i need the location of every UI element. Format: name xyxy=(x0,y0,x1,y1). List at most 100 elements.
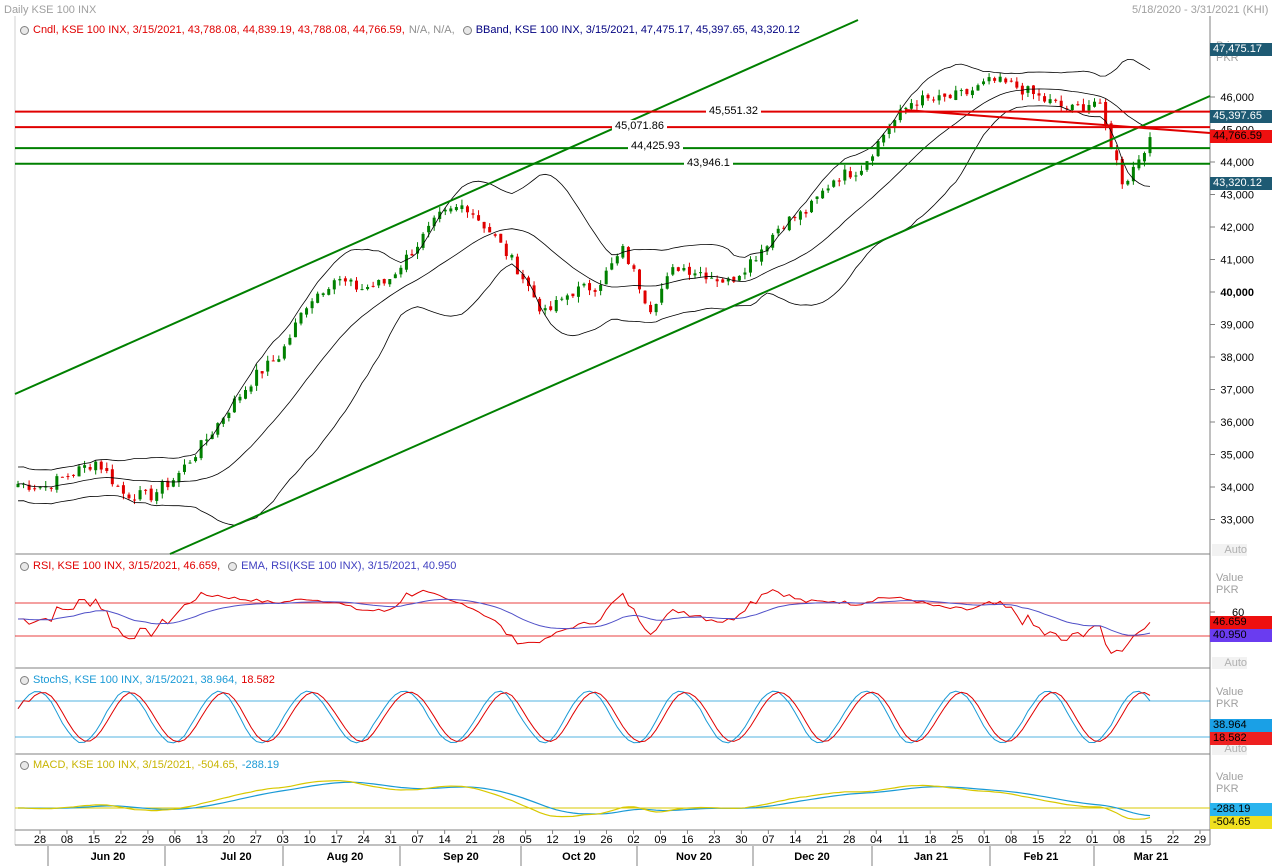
candle-body xyxy=(60,476,64,478)
level-label: 43,946.1 xyxy=(684,157,733,169)
candle-body xyxy=(421,233,425,248)
price-tick-label: 36,000 xyxy=(1220,417,1254,429)
auto-scale-button-stoch[interactable]: Auto xyxy=(1212,743,1247,755)
candle-body xyxy=(160,481,164,494)
legend-macd-text: MACD, KSE 100 INX, 3/15/2021, -504.65, xyxy=(33,759,238,771)
time-tick-label: 03 xyxy=(277,834,289,846)
month-label: Dec 20 xyxy=(794,851,829,863)
candle-body xyxy=(748,259,752,273)
candle-body xyxy=(493,234,497,236)
candle-body xyxy=(499,233,503,243)
price-tick-label: 37,000 xyxy=(1220,385,1254,397)
auto-scale-button-rsi[interactable]: Auto xyxy=(1212,657,1247,669)
candle-body xyxy=(133,499,137,501)
legend-dot-icon[interactable] xyxy=(20,760,29,770)
legend-dot-icon[interactable] xyxy=(20,25,29,35)
candle-body xyxy=(1104,101,1108,125)
time-tick-label: 22 xyxy=(115,834,127,846)
time-tick-label: 11 xyxy=(898,834,909,846)
candle-body xyxy=(66,476,70,478)
close-price-badge: 44,766.59 xyxy=(1210,130,1272,143)
candle-body xyxy=(238,396,242,401)
candle-body xyxy=(887,128,891,135)
candle-body xyxy=(615,256,619,264)
candle-body xyxy=(105,468,109,471)
candle-body xyxy=(1126,180,1130,185)
legend-stoch-text: StochS, KSE 100 INX, 3/15/2021, 38.964, xyxy=(33,674,238,686)
candle-body xyxy=(549,306,553,310)
candle-body xyxy=(571,293,575,297)
ema-badge: 40.950 xyxy=(1210,629,1272,642)
candle-body xyxy=(965,89,969,95)
upper-band-badge: 47,475.17 xyxy=(1210,43,1272,56)
level-label: 44,425.93 xyxy=(628,140,683,152)
time-tick-label: 07 xyxy=(412,834,424,846)
candle-body xyxy=(416,246,420,254)
month-label: Sep 20 xyxy=(443,851,478,863)
candle-body xyxy=(27,484,31,490)
candle-body xyxy=(1054,99,1058,101)
candle-body xyxy=(271,360,275,362)
macd-signal-line xyxy=(18,781,1151,817)
candle-body xyxy=(771,234,775,248)
candle-body xyxy=(510,255,514,258)
stoch-axis-label: Value PKR xyxy=(1216,686,1244,710)
candle-body xyxy=(621,246,625,258)
candle-body xyxy=(776,228,780,234)
candle-body xyxy=(837,180,841,182)
candle-body xyxy=(454,207,458,211)
candle-body xyxy=(843,169,847,181)
time-tick-label: 08 xyxy=(1005,834,1017,846)
candle-body xyxy=(110,469,114,485)
time-tick-label: 30 xyxy=(735,834,747,846)
legend-dot-icon[interactable] xyxy=(462,25,472,35)
candle-body xyxy=(149,488,153,501)
candle-body xyxy=(976,85,980,91)
time-tick-label: 28 xyxy=(843,834,855,846)
candle-body xyxy=(554,300,558,312)
candle-body xyxy=(948,94,952,99)
auto-scale-button-price[interactable]: Auto xyxy=(1212,544,1247,556)
candle-body xyxy=(221,418,225,424)
price-tick-label: 42,000 xyxy=(1220,222,1254,234)
legend-stoch-extra: 18.582 xyxy=(241,674,275,686)
candle-body xyxy=(1015,81,1019,88)
level-label: 45,551.32 xyxy=(706,105,761,117)
price-tick-label: 41,000 xyxy=(1220,255,1254,267)
legend-stoch[interactable]: StochS, KSE 100 INX, 3/15/2021, 38.964, … xyxy=(20,674,275,686)
legend-dot-icon[interactable] xyxy=(20,561,29,571)
legend-dot-icon[interactable] xyxy=(228,561,238,571)
candle-body xyxy=(532,285,536,298)
candle-body xyxy=(121,485,125,494)
price-tick-label: 38,000 xyxy=(1220,352,1254,364)
legend-rsi[interactable]: RSI, KSE 100 INX, 3/15/2021, 46.659, EMA… xyxy=(20,560,456,572)
date-range: 5/18/2020 - 3/31/2021 (KHI) xyxy=(1132,4,1269,16)
legend-macd[interactable]: MACD, KSE 100 INX, 3/15/2021, -504.65, -… xyxy=(20,759,279,771)
candle-body xyxy=(83,465,87,468)
legend-candles[interactable]: Cndl, KSE 100 INX, 3/15/2021, 43,788.08,… xyxy=(20,24,800,36)
legend-candles-text: Cndl, KSE 100 INX, 3/15/2021, 43,788.08,… xyxy=(33,24,405,36)
macd-line xyxy=(18,780,1151,820)
time-tick-label: 28 xyxy=(34,834,46,846)
candle-body xyxy=(177,472,181,482)
legend-dot-icon[interactable] xyxy=(20,675,29,685)
candle-body xyxy=(798,211,802,220)
candle-body xyxy=(338,278,342,281)
candle-body xyxy=(288,337,292,345)
candle-body xyxy=(443,209,447,212)
candle-body xyxy=(332,280,336,290)
candle-body xyxy=(1043,96,1047,102)
candle-body xyxy=(194,457,198,462)
candle-body xyxy=(859,170,863,175)
macd-badge: -504.65 xyxy=(1210,816,1272,829)
candle-body xyxy=(255,369,259,386)
month-label: Jun 20 xyxy=(91,851,126,863)
candle-body xyxy=(427,225,431,233)
candle-body xyxy=(743,272,747,275)
candle-body xyxy=(88,467,92,470)
candle-body xyxy=(94,461,98,471)
time-tick-label: 02 xyxy=(627,834,639,846)
candle-body xyxy=(993,78,997,81)
candle-body xyxy=(1037,93,1041,96)
